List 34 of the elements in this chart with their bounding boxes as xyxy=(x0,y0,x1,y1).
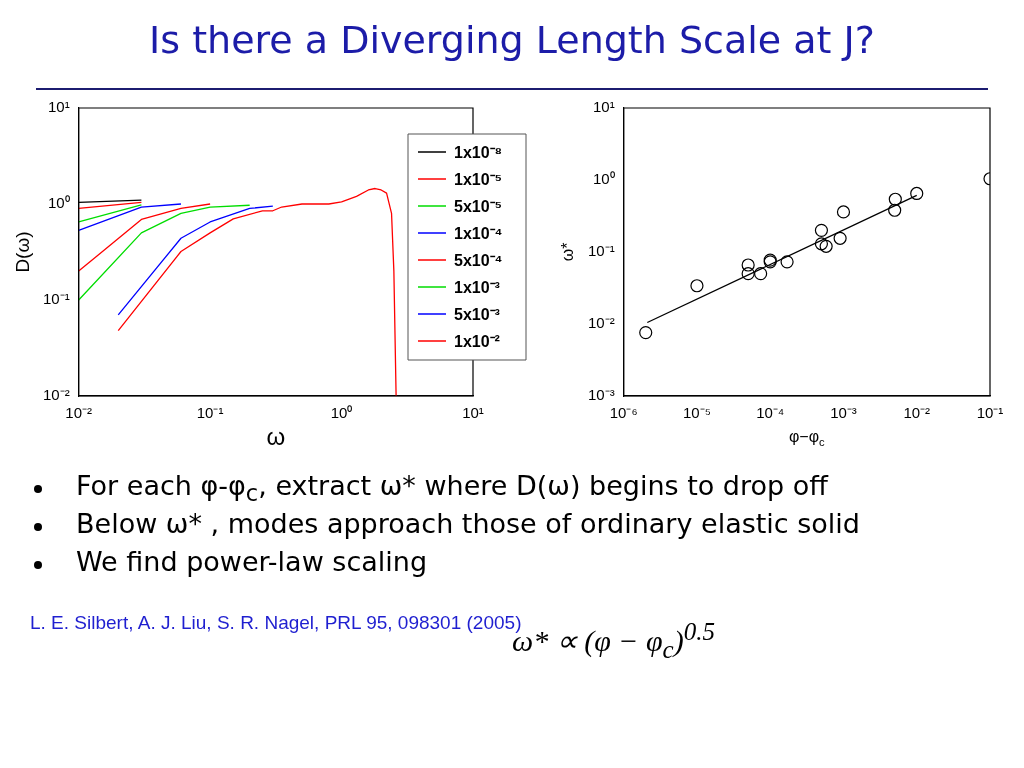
x-tick-label: 10⁻² xyxy=(65,404,93,422)
x-tick-label: 10⁻⁵ xyxy=(682,404,711,422)
x-tick-label: 10⁰ xyxy=(330,404,353,422)
text: Below ω* , modes approach those of ordinary elastic solid xyxy=(76,508,860,539)
y-tick-label: 10⁻³ xyxy=(587,386,615,404)
x-tick-label: 10¹ xyxy=(462,404,484,422)
legend-label: 5x10⁻⁴ xyxy=(454,252,503,270)
y-tick-label: 10⁻² xyxy=(587,314,615,332)
legend-label: 1x10⁻³ xyxy=(454,279,500,297)
y-tick-label: 10⁰ xyxy=(592,170,615,188)
legend-label: 1x10⁻⁸ xyxy=(454,144,503,162)
y-tick-label: 10¹ xyxy=(592,98,615,116)
x-tick-label: 10⁻⁴ xyxy=(756,404,785,422)
y-tick-label: 10⁰ xyxy=(47,194,70,212)
text: For each φ-φ$_{c}$, extract ω* where D(ω) begins to drop off xyxy=(76,470,828,507)
legend-label: 5x10⁻³ xyxy=(454,306,500,324)
x-tick-label: 10⁻¹ xyxy=(976,404,1004,422)
chart-title: Is there a Diverging Length Scale at J? xyxy=(148,18,876,62)
x-tick-label: 10⁻⁶ xyxy=(609,404,638,422)
legend-label: 1x10⁻² xyxy=(454,333,500,351)
y-tick-label: 10⁻² xyxy=(42,386,70,404)
text: We find power-law scaling xyxy=(76,546,428,577)
y-axis-title: D(ω) xyxy=(11,231,33,273)
x-axis-title: ω xyxy=(266,422,286,450)
x-tick-label: 10⁻² xyxy=(903,404,931,422)
y-tick-label: 10¹ xyxy=(47,98,70,116)
y-tick-label: 10⁻¹ xyxy=(587,242,615,260)
x-tick-label: 10⁻³ xyxy=(830,404,857,422)
x-tick-label: 10⁻¹ xyxy=(196,404,224,422)
legend-label: 1x10⁻⁵ xyxy=(454,171,503,189)
y-axis-title: ω* xyxy=(559,242,577,262)
y-tick-label: 10⁻¹ xyxy=(42,290,70,308)
legend-label: 5x10⁻⁵ xyxy=(454,198,503,216)
legend-label: 1x10⁻⁴ xyxy=(454,225,503,243)
